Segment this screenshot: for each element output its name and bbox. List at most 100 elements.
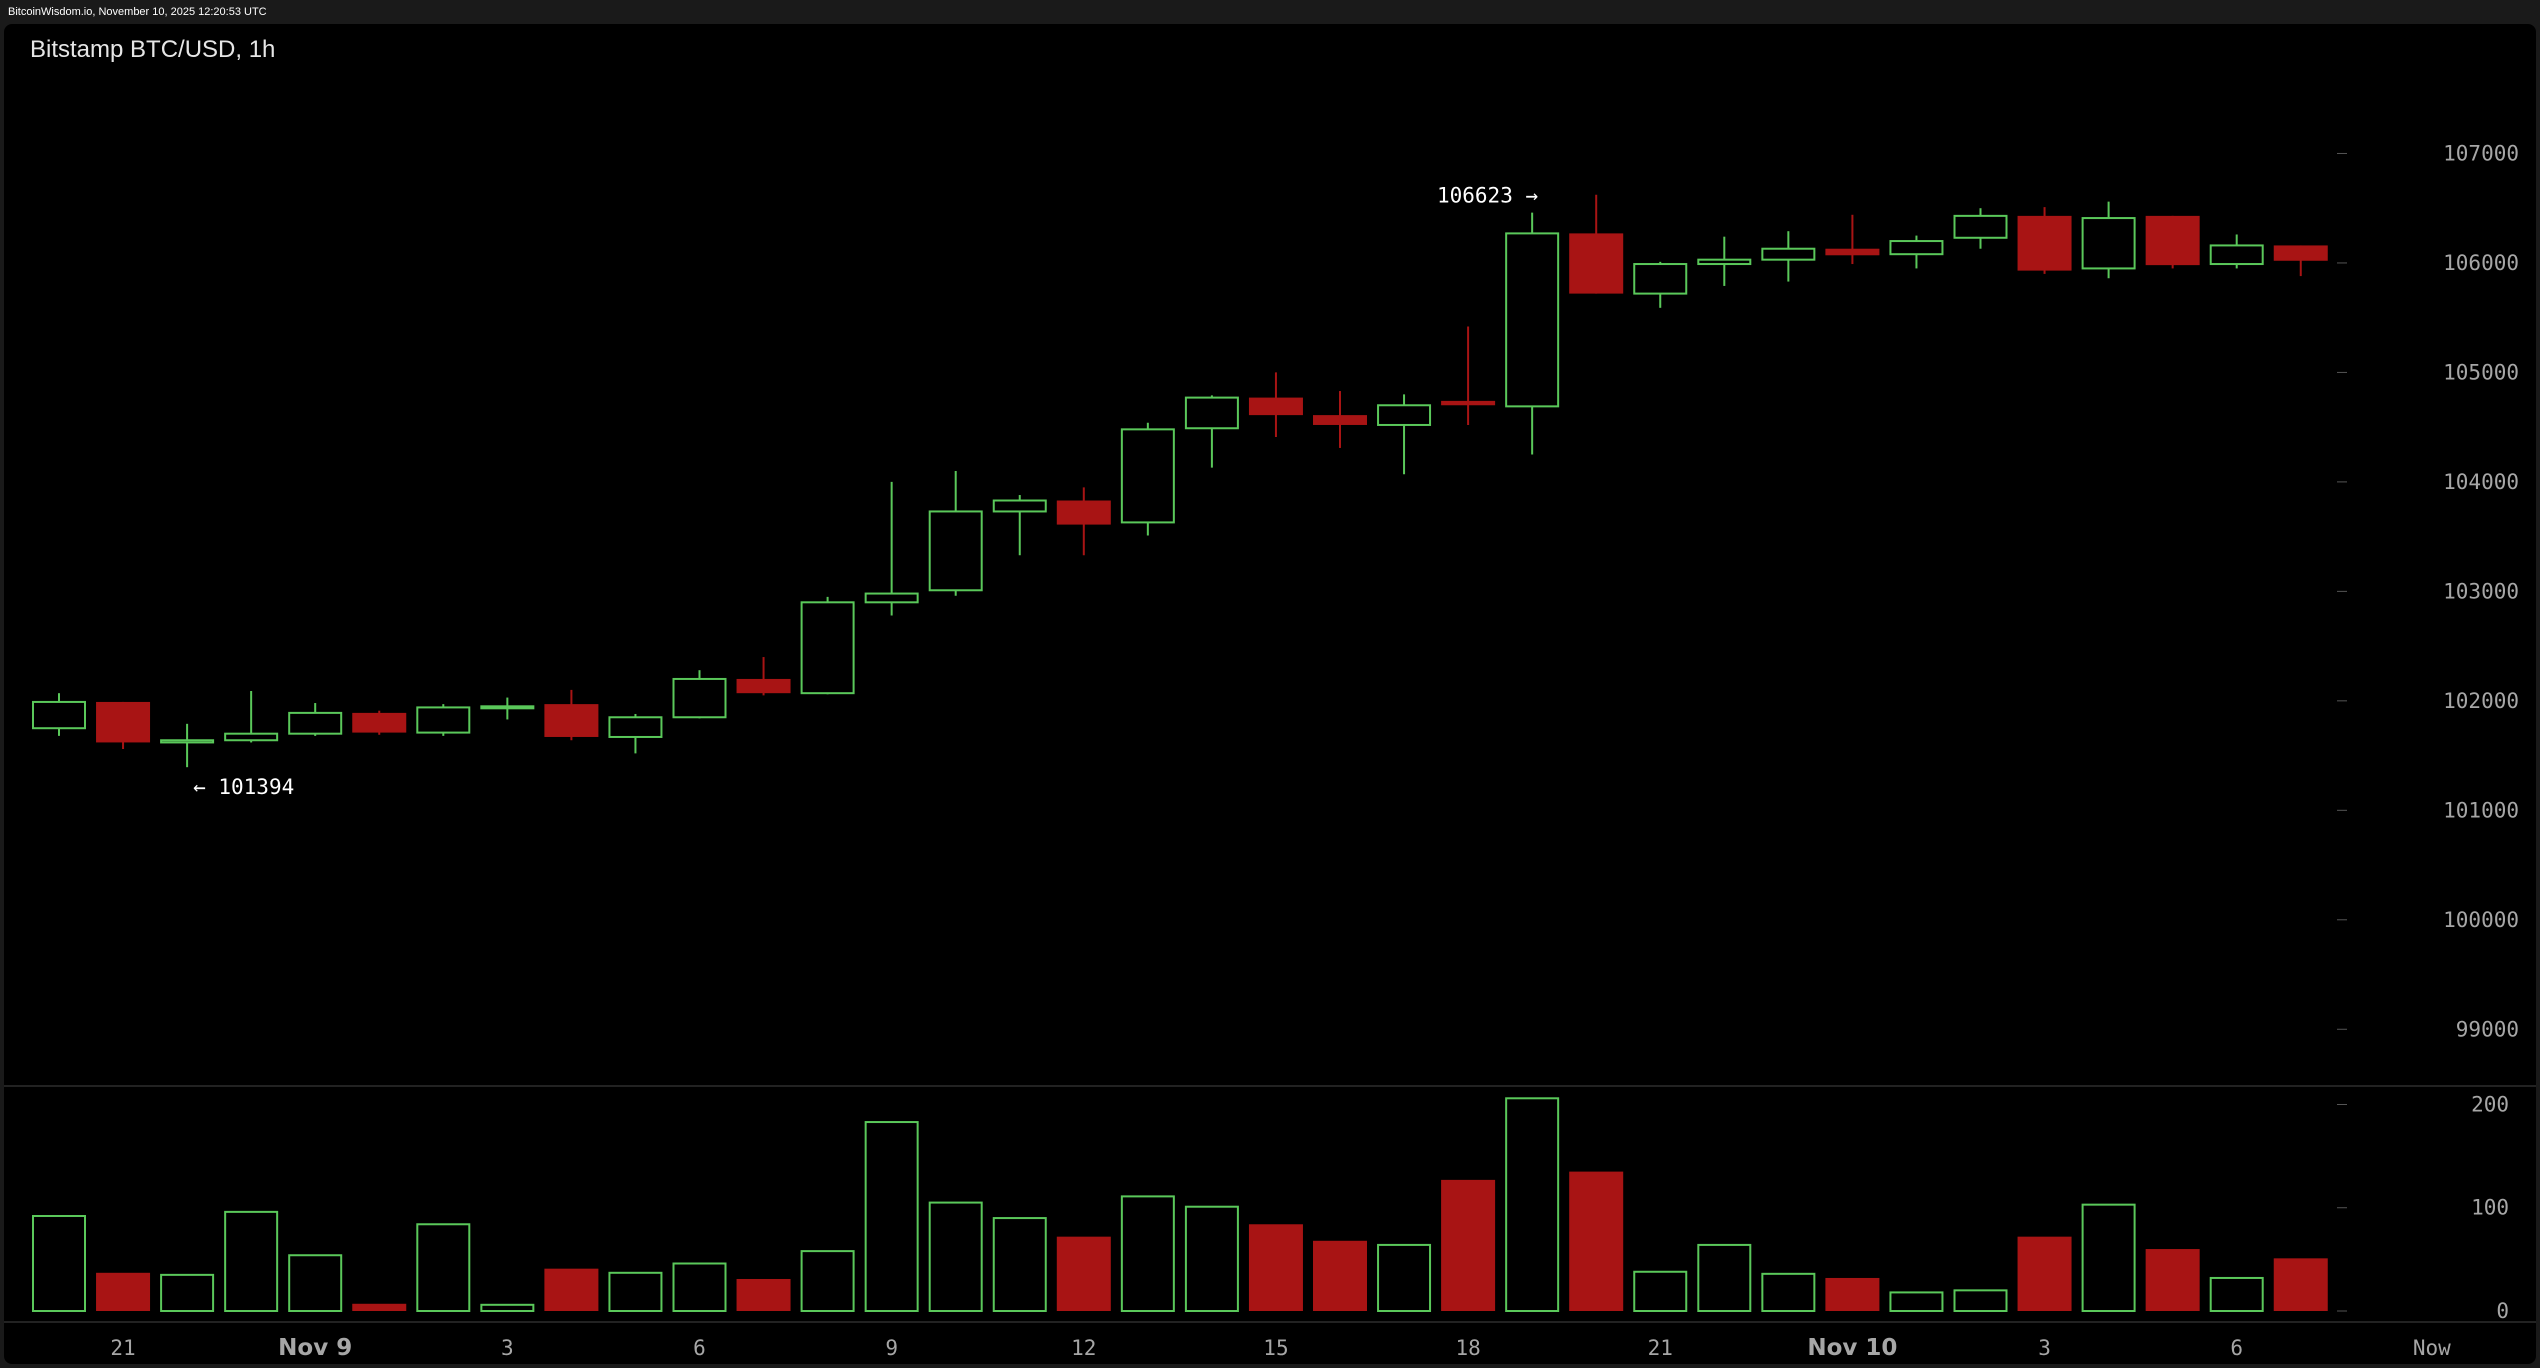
- candle-body-up: [992, 499, 1047, 513]
- price-tick-label: 107000: [2443, 141, 2519, 165]
- candle-body-down: [2145, 215, 2200, 266]
- price-axis: 99000 100000 101000 102000 103000 104000 10500…: [2337, 141, 2519, 1041]
- price-extreme-annotation: ← 101394: [193, 775, 294, 799]
- volume-axis: 0 100 200: [2337, 1092, 2509, 1323]
- candle-body-up: [864, 592, 919, 604]
- time-tick-label: 21: [1648, 1336, 1673, 1360]
- candle-body-up: [608, 716, 663, 738]
- candle-body-down: [1248, 397, 1303, 416]
- candle-body-up: [1633, 263, 1688, 295]
- volume-bar-down: [1056, 1236, 1111, 1311]
- volume-bar-down: [1313, 1240, 1367, 1311]
- candle-body-down: [1825, 248, 1880, 256]
- volume-bar-up: [2081, 1203, 2136, 1312]
- time-tick-label: 9: [885, 1336, 898, 1360]
- time-tick-label: 3: [2038, 1336, 2051, 1360]
- volume-bar-up: [1889, 1291, 1944, 1312]
- candle-body-down: [1441, 400, 1496, 406]
- volume-bar-up: [1120, 1195, 1175, 1312]
- price-tick-label: 100000: [2443, 908, 2519, 932]
- volume-tick-label: 100: [2471, 1196, 2509, 1220]
- candle-body-down: [1569, 233, 1624, 294]
- candle-body-down: [352, 712, 407, 733]
- volume-bar-up: [1953, 1289, 2008, 1313]
- price-candles: [32, 194, 2328, 768]
- candle-body-up: [1697, 258, 1752, 266]
- volume-bar-up: [160, 1273, 215, 1313]
- time-tick-label: Nov 10: [1807, 1335, 1897, 1361]
- time-tick-label: 6: [2230, 1336, 2243, 1360]
- time-tick-label: Nov 9: [278, 1335, 352, 1361]
- time-tick-label: 6: [693, 1336, 706, 1360]
- price-tick-label: 105000: [2443, 360, 2519, 384]
- candle-body-down: [544, 704, 599, 737]
- candlestick-chart[interactable]: 99000 100000 101000 102000 103000 104000 10500…: [4, 24, 2536, 1364]
- volume-bar-up: [800, 1250, 855, 1312]
- candle-body-down: [1313, 415, 1367, 425]
- time-tick-label: 12: [1071, 1336, 1096, 1360]
- candle-body-up: [800, 601, 855, 695]
- chart-frame[interactable]: 99000 100000 101000 102000 103000 104000 10500…: [4, 24, 2536, 1364]
- volume-bar-up: [1697, 1243, 1752, 1312]
- price-tick-label: 101000: [2443, 798, 2519, 822]
- candle-body-down: [2017, 215, 2072, 271]
- time-tick-label: 18: [1455, 1336, 1480, 1360]
- volume-bar-up: [1761, 1272, 1816, 1312]
- volume-bar-up: [672, 1262, 727, 1312]
- volume-bar-up: [928, 1201, 983, 1313]
- candle-body-up: [1889, 240, 1944, 256]
- candle-body-up: [1761, 247, 1816, 261]
- volume-bar-down: [1248, 1224, 1303, 1311]
- candle-body-up: [32, 700, 86, 730]
- candle-body-down: [2273, 245, 2328, 261]
- candle-body-up: [2209, 244, 2264, 266]
- volume-tick-label: 0: [2496, 1299, 2509, 1323]
- volume-bar-up: [32, 1215, 86, 1312]
- volume-tick-label: 200: [2471, 1092, 2509, 1116]
- candle-body-down: [736, 678, 791, 694]
- volume-bar-down: [2017, 1236, 2072, 1311]
- volume-bars: [32, 1097, 2328, 1313]
- price-tick-label: 103000: [2443, 579, 2519, 603]
- candle-body-up: [1505, 232, 1560, 408]
- candle-body-up: [1377, 404, 1432, 426]
- volume-bar-up: [1505, 1097, 1560, 1312]
- price-extreme-annotation: 106623 →: [1437, 184, 1538, 208]
- volume-bar-up: [1377, 1243, 1432, 1312]
- candle-body-down: [96, 701, 151, 743]
- candle-body-up: [480, 705, 535, 710]
- price-tick-label: 106000: [2443, 251, 2519, 275]
- volume-bar-up: [2209, 1276, 2264, 1312]
- chart-title: Bitstamp BTC/USD, 1h: [30, 36, 276, 63]
- candle-body-up: [2081, 217, 2136, 270]
- volume-bar-up: [480, 1303, 535, 1313]
- candle-body-up: [160, 739, 215, 744]
- time-tick-label: 15: [1263, 1336, 1288, 1360]
- volume-bar-up: [992, 1217, 1047, 1313]
- candle-body-up: [288, 711, 343, 735]
- volume-bar-down: [1441, 1179, 1496, 1311]
- volume-bar-down: [736, 1278, 791, 1311]
- annotations: 106623 → ← 101394: [193, 184, 1538, 799]
- panel-separators: [4, 1085, 2536, 1323]
- time-axis: 21 Nov 9 3 6 9 12 15 18 21 Nov 10 3 6 Now: [110, 1335, 2451, 1361]
- candle-body-up: [224, 732, 279, 742]
- time-tick-label: 3: [501, 1336, 514, 1360]
- candle-body-up: [1184, 396, 1239, 430]
- candle-body-up: [1953, 214, 2008, 239]
- source-timestamp: BitcoinWisdom.io, November 10, 2025 12:2…: [8, 6, 267, 18]
- price-tick-label: 99000: [2456, 1017, 2519, 1041]
- volume-bar-up: [288, 1254, 343, 1312]
- volume-bar-down: [2273, 1258, 2328, 1311]
- candle-body-down: [1056, 500, 1111, 525]
- candle-body-up: [672, 677, 727, 719]
- volume-bar-down: [2145, 1249, 2200, 1311]
- header-bar: BitcoinWisdom.io, November 10, 2025 12:2…: [0, 0, 2540, 24]
- volume-bar-up: [864, 1121, 919, 1313]
- volume-bar-down: [1569, 1171, 1624, 1311]
- volume-bar-up: [416, 1223, 471, 1313]
- time-tick-label: 21: [110, 1336, 135, 1360]
- candle-body-up: [1120, 428, 1175, 524]
- volume-bar-down: [1825, 1277, 1880, 1311]
- price-tick-label: 104000: [2443, 470, 2519, 494]
